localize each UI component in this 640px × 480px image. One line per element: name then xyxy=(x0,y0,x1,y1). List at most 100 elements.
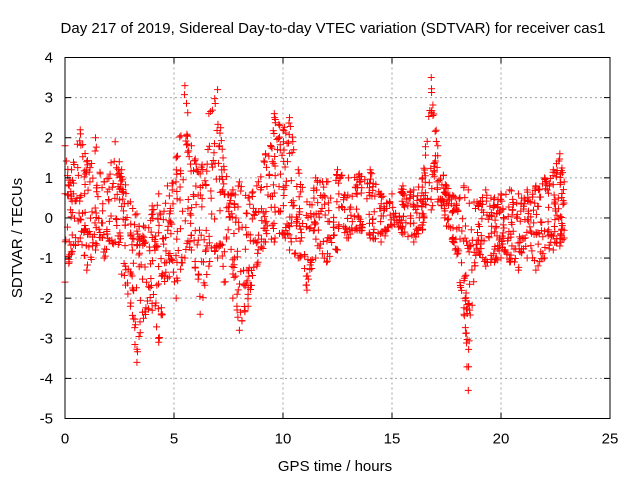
data-point xyxy=(237,308,245,316)
data-point xyxy=(323,178,331,186)
data-point xyxy=(151,235,159,243)
data-point xyxy=(441,181,449,189)
data-point xyxy=(279,138,287,146)
data-point xyxy=(140,240,148,248)
data-point xyxy=(115,158,123,166)
data-point xyxy=(185,153,193,161)
data-point xyxy=(191,227,199,235)
data-point xyxy=(162,199,170,207)
data-points xyxy=(61,74,568,394)
data-point xyxy=(330,213,338,221)
data-point xyxy=(509,198,517,206)
data-point xyxy=(234,203,242,211)
data-point xyxy=(128,234,136,242)
data-point xyxy=(291,250,299,258)
data-point xyxy=(92,246,100,254)
data-point xyxy=(443,182,450,190)
data-point xyxy=(366,166,374,174)
data-point xyxy=(152,242,160,250)
data-point xyxy=(461,324,469,332)
data-point xyxy=(558,213,566,221)
data-point xyxy=(220,190,228,198)
data-point xyxy=(415,183,423,191)
data-point xyxy=(429,170,437,178)
data-point xyxy=(392,209,400,217)
data-point xyxy=(551,198,559,206)
data-point xyxy=(198,203,206,211)
data-point xyxy=(128,311,136,319)
data-point xyxy=(398,197,406,205)
x-axis-label: GPS time / hours xyxy=(278,458,392,475)
data-point xyxy=(467,226,475,234)
data-point xyxy=(167,230,175,238)
data-point xyxy=(202,182,210,190)
data-point xyxy=(136,249,144,257)
data-point xyxy=(462,271,470,279)
data-point xyxy=(314,199,322,207)
y-tick-label: 1 xyxy=(45,170,53,187)
data-point xyxy=(406,220,414,228)
data-point xyxy=(296,237,304,245)
data-point xyxy=(187,231,195,239)
data-point xyxy=(261,213,269,221)
data-point xyxy=(490,258,498,266)
data-point xyxy=(158,311,166,319)
data-point xyxy=(460,310,468,318)
data-point xyxy=(429,101,437,109)
data-point xyxy=(529,190,537,198)
data-point xyxy=(234,182,242,190)
data-point xyxy=(261,158,269,166)
data-point xyxy=(516,233,524,241)
data-point xyxy=(244,290,252,298)
data-point xyxy=(257,243,265,251)
data-point xyxy=(135,251,143,259)
data-point xyxy=(388,222,396,230)
data-point xyxy=(302,281,310,289)
data-point xyxy=(351,183,359,191)
data-point xyxy=(113,221,121,229)
data-point xyxy=(167,255,175,263)
data-point xyxy=(297,188,305,196)
data-point xyxy=(113,164,121,172)
data-point xyxy=(407,212,415,220)
data-point xyxy=(501,246,509,254)
data-point xyxy=(452,245,460,253)
data-point xyxy=(224,226,232,234)
data-point xyxy=(211,247,219,255)
data-point xyxy=(263,182,271,190)
data-point xyxy=(223,204,231,212)
data-point xyxy=(248,271,256,279)
data-point xyxy=(434,198,442,206)
axis-ticks xyxy=(64,57,611,419)
data-point xyxy=(553,211,561,219)
data-point xyxy=(301,265,309,273)
data-point xyxy=(410,238,418,246)
data-point xyxy=(168,186,176,194)
data-point xyxy=(253,182,261,190)
data-point xyxy=(163,182,171,190)
data-point xyxy=(507,230,515,238)
data-point xyxy=(468,266,476,274)
data-point xyxy=(491,245,499,253)
data-point xyxy=(169,257,177,265)
data-point xyxy=(534,240,542,248)
data-point xyxy=(234,286,242,294)
x-tick-label: 5 xyxy=(170,431,178,448)
data-point xyxy=(465,363,473,371)
data-point xyxy=(89,239,97,247)
data-point xyxy=(325,207,333,215)
data-point xyxy=(202,247,210,255)
data-point xyxy=(271,203,279,211)
data-point xyxy=(509,206,517,214)
data-point xyxy=(218,252,226,260)
data-point xyxy=(400,201,408,209)
data-point xyxy=(427,74,435,82)
data-point xyxy=(557,230,565,238)
data-point xyxy=(257,184,265,192)
data-point xyxy=(519,234,527,242)
data-point xyxy=(558,189,566,197)
data-point xyxy=(81,170,89,178)
data-point xyxy=(304,272,312,280)
data-point xyxy=(523,254,531,262)
data-point xyxy=(136,318,144,326)
